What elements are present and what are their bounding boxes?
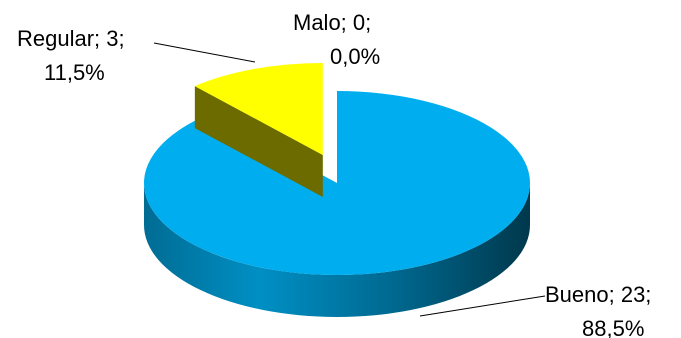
- leader-line-regular: [153, 42, 256, 63]
- data-label-bueno-line1: Bueno; 23;: [545, 282, 651, 307]
- data-label-regular-line1: Regular; 3;: [17, 26, 125, 51]
- pie-wall-bueno: [144, 183, 530, 317]
- data-label-regular-line2: 11,5%: [44, 60, 105, 85]
- pie-slice-regular: [194, 62, 323, 197]
- pie-top-regular: [194, 62, 323, 155]
- data-label-malo-line2: 0,0%: [330, 44, 380, 69]
- pie-slices: [144, 62, 530, 317]
- data-label-malo-line1: Malo; 0;: [293, 10, 371, 35]
- data-label-bueno-line2: 88,5%: [582, 316, 644, 338]
- pie-side-regular: [194, 86, 323, 197]
- leader-line-bueno: [419, 295, 546, 317]
